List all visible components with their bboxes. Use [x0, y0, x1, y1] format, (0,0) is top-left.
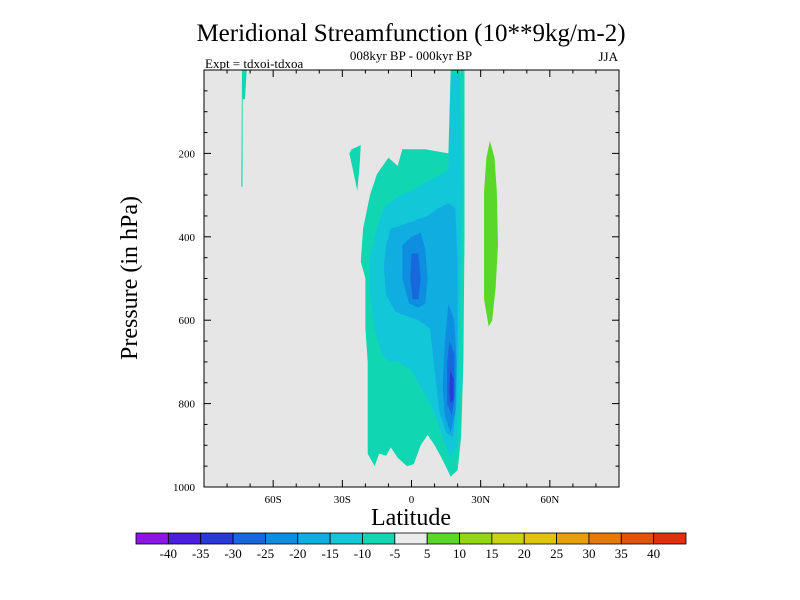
x-tick-label: 60N — [540, 494, 559, 506]
colorbar-swatch — [232, 532, 266, 545]
colorbar-swatch — [426, 532, 460, 545]
x-tick-label: 30N — [471, 494, 490, 506]
contour-region-4 — [383, 203, 458, 437]
contour-region-0 — [241, 70, 247, 187]
colorbar-label: -20 — [289, 546, 306, 561]
colorbar-label: 30 — [582, 546, 595, 561]
colorbar-swatch — [329, 532, 363, 545]
colorbar-swatch — [556, 532, 590, 545]
contour-regions — [241, 70, 498, 477]
colorbar-label: 25 — [550, 546, 563, 561]
contour-region-7 — [410, 253, 421, 300]
colorbar-swatch — [362, 532, 396, 545]
colorbar-swatch — [653, 532, 687, 545]
contour-region-1 — [349, 145, 361, 191]
colorbar-label: -10 — [354, 546, 371, 561]
colorbar-label: 5 — [424, 546, 431, 561]
colorbar-swatch — [265, 532, 299, 545]
y-tick-label: 200 — [179, 148, 196, 160]
colorbar-label: 40 — [647, 546, 660, 561]
x-tick-label: 60S — [265, 494, 282, 506]
y-tick-label: 400 — [179, 232, 196, 244]
chart-subtitle-period: 008kyr BP - 000kyr BP — [350, 48, 472, 63]
contour-region-9 — [449, 370, 454, 404]
y-tick-label: 800 — [179, 399, 196, 411]
colorbar-label: 10 — [453, 546, 466, 561]
colorbar-swatch — [135, 532, 169, 545]
colorbar-swatch — [167, 532, 202, 545]
colorbar: -40 -35 -30 -25 -20 -15 -10 -5 5 10 15 20 25 30 35 40 — [135, 532, 687, 561]
colorbar-swatch — [297, 532, 331, 545]
colorbar-label: -35 — [192, 546, 209, 561]
x-axis-title: Latitude — [371, 505, 451, 531]
colorbar-swatch — [394, 532, 428, 545]
x-tick-label: 30S — [334, 494, 351, 506]
colorbar-label: 15 — [485, 546, 498, 561]
x-tick-label: 0 — [409, 494, 415, 506]
axis-ticks: 60S 30S 0 30N 60N 200 400 600 800 1000 — [173, 70, 619, 506]
y-tick-label: 600 — [179, 315, 196, 327]
contour-region-10 — [484, 140, 498, 327]
colorbar-label: -25 — [257, 546, 274, 561]
chart-subtitle-experiment: Expt = tdxoi-tdxoa — [205, 56, 304, 71]
colorbar-label: -15 — [321, 546, 338, 561]
chart-title: Meridional Streamfunction (10**9kg/m-2) — [196, 20, 625, 47]
colorbar-label: 35 — [615, 546, 628, 561]
colorbar-label: -30 — [224, 546, 241, 561]
colorbar-swatch — [620, 532, 655, 545]
colorbar-label: -40 — [160, 546, 177, 561]
colorbar-swatch — [588, 532, 622, 545]
colorbar-swatch — [200, 532, 234, 545]
colorbar-swatch — [459, 532, 493, 545]
chart-subtitle-season: JJA — [598, 49, 618, 64]
colorbar-swatch — [523, 532, 557, 545]
y-tick-label: 1000 — [173, 482, 196, 494]
colorbar-label: 20 — [518, 546, 531, 561]
y-axis-title: Pressure (in hPa) — [117, 196, 143, 360]
colorbar-label: -5 — [389, 546, 400, 561]
colorbar-swatch — [491, 532, 525, 545]
